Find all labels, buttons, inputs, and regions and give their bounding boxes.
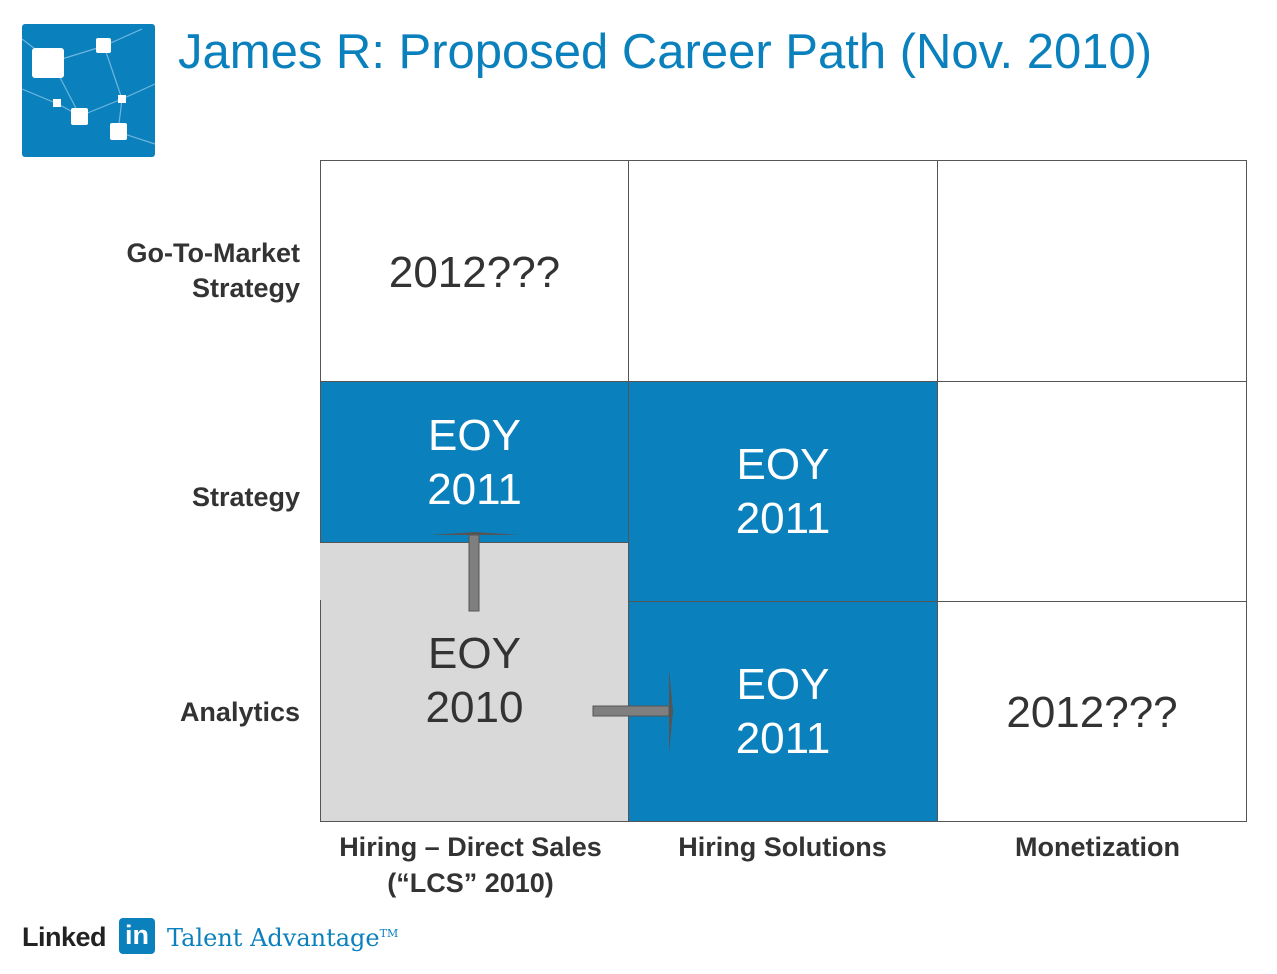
cell-line: 2011 xyxy=(735,714,831,763)
linkedin-in-text: in xyxy=(125,920,149,950)
arrow-up-icon xyxy=(430,532,520,612)
cell-line: EOY xyxy=(736,440,830,489)
col-label-line: (“LCS” 2010) xyxy=(387,868,554,898)
cell-value: EOY 2011 xyxy=(629,658,937,766)
linkedin-in-icon: in xyxy=(119,918,155,954)
cell-value: 2012??? xyxy=(1006,688,1178,737)
talent-advantage-label: Talent AdvantageTM xyxy=(167,924,398,952)
arrow-right-icon xyxy=(592,668,673,754)
col-label-line: Hiring – Direct Sales xyxy=(339,832,602,862)
row-label-go-to-market: Go-To-Market Strategy xyxy=(127,236,301,306)
network-logo-icon xyxy=(22,24,155,157)
cell-strategy-hiring-solutions: EOY 2011 xyxy=(628,381,938,602)
cell-value: EOY 2010 xyxy=(321,627,628,735)
row-label-line: Go-To-Market xyxy=(126,238,301,268)
col-label-monetization: Monetization xyxy=(1015,832,1180,862)
cell-line: EOY xyxy=(428,411,521,460)
cell-line: 2011 xyxy=(427,465,522,514)
cell-line: 2010 xyxy=(425,683,524,732)
row-label-analytics: Analytics xyxy=(179,697,300,727)
row-label-strategy: Strategy xyxy=(191,482,300,512)
cell-analytics-hiring-solutions: EOY 2011 xyxy=(628,601,938,822)
cell-value: 2012??? xyxy=(388,248,561,297)
cell-line: EOY xyxy=(428,629,521,678)
page-title: James R: Proposed Career Path (Nov. 2010… xyxy=(178,25,1153,79)
cell-value: EOY 2011 xyxy=(321,409,628,517)
trademark-symbol: TM xyxy=(379,927,399,940)
linkedin-wordmark: Linked xyxy=(22,922,107,952)
cell-analytics-hiring-direct: EOY 2010 xyxy=(320,600,629,822)
cell-analytics-monetization: 2012??? xyxy=(937,601,1247,822)
col-label-hiring-direct: Hiring – Direct Sales (“LCS” 2010) xyxy=(316,829,625,901)
cell-gtm-hiring-direct: 2012??? xyxy=(320,160,629,382)
cell-strategy-monetization xyxy=(937,381,1247,602)
cell-gtm-monetization xyxy=(937,160,1247,382)
cell-value: EOY 2011 xyxy=(629,438,937,546)
cell-strategy-hiring-direct: EOY 2011 xyxy=(320,381,629,543)
product-name: Talent Advantage xyxy=(167,924,380,952)
cell-gtm-hiring-solutions xyxy=(628,160,938,382)
col-label-hiring-solutions: Hiring Solutions xyxy=(678,832,887,862)
cell-line: EOY xyxy=(736,660,830,709)
cell-line: 2011 xyxy=(735,494,831,543)
row-label-line: Strategy xyxy=(191,273,300,303)
